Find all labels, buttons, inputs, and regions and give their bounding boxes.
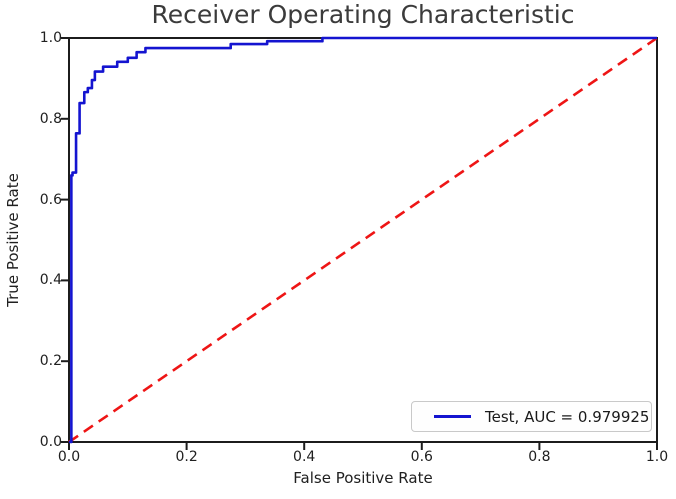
- x-tick-label: 0.4: [293, 449, 316, 465]
- chart-title: Receiver Operating Characteristic: [151, 0, 575, 29]
- x-tick-label: 0.8: [528, 449, 551, 465]
- y-tick-label: 1.0: [39, 30, 62, 46]
- y-tick-label: 0.4: [39, 272, 62, 289]
- x-tick-label: 0.6: [410, 449, 433, 465]
- x-tick-label: 0.2: [175, 449, 198, 465]
- y-tick-label: 0.2: [39, 353, 62, 370]
- x-tick-label: 1.0: [645, 449, 669, 465]
- roc-curve-line: [69, 36, 657, 444]
- x-tick-label: 0.0: [57, 449, 81, 465]
- x-axis-label: False Positive Rate: [293, 469, 433, 487]
- y-tick-label: 0.8: [39, 110, 62, 127]
- y-axis-tick-labels: 0.0 0.2 0.4 0.6 0.8 1.0: [0, 0, 62, 499]
- y-tick-label: 0.0: [39, 434, 62, 450]
- legend-box: Test, AUC = 0.979925: [411, 401, 652, 432]
- legend-label: Test, AUC = 0.979925: [485, 407, 650, 426]
- chance-diagonal-line: [68, 36, 658, 444]
- y-tick-label: 0.6: [39, 191, 62, 208]
- y-axis-label: True Positive Rate: [4, 173, 22, 307]
- axes-spines: [68, 37, 658, 443]
- x-axis-tick-labels: 0.0 0.2 0.4 0.6 0.8 1.0: [0, 449, 676, 467]
- legend-line-sample: [434, 415, 471, 418]
